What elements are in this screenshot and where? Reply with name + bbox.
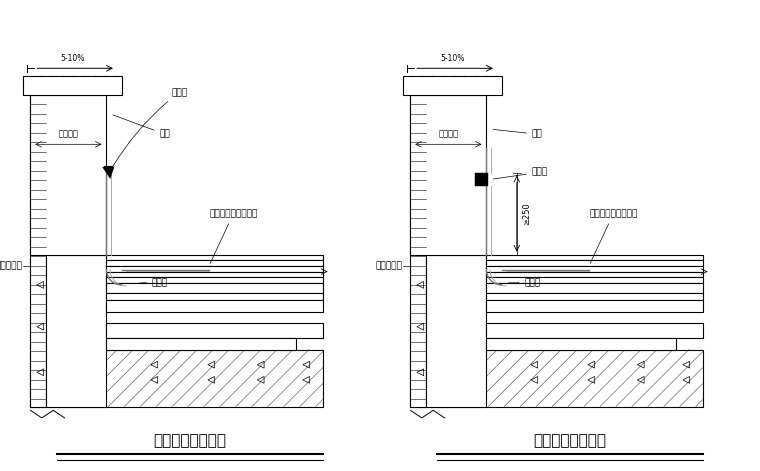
Text: 密封膏: 密封膏 [112,88,187,169]
Text: 屋面构造接工程设计: 屋面构造接工程设计 [209,210,258,263]
Text: 女儿墙厚: 女儿墙厚 [59,130,78,138]
Text: 屋面构造接工程设计: 屋面构造接工程设计 [589,210,638,263]
Text: 附加层: 附加层 [140,278,168,287]
Bar [410,95,486,254]
Bar [106,277,323,283]
Text: 5-10%: 5-10% [60,54,84,63]
Bar [30,95,46,406]
Bar [475,173,488,186]
Text: 女儿墙泛水（二）: 女儿墙泛水（二） [534,433,606,448]
Bar [106,323,323,338]
Text: 女儿墙泛水（一）: 女儿墙泛水（一） [154,433,226,448]
Bar [106,260,323,266]
Text: 女儿墙厚: 女儿墙厚 [439,130,458,138]
Bar [106,338,296,349]
Text: 外墙饰面砖: 外墙饰面砖 [0,261,23,270]
Bar [486,260,703,266]
Text: ≥250: ≥250 [523,202,531,225]
Text: 外墙饰面砖: 外墙饰面砖 [376,261,403,270]
Bar [486,277,703,283]
Bar [30,349,323,406]
Bar [106,254,323,260]
Bar [106,272,323,277]
Bar [30,95,106,254]
Bar [46,254,106,406]
Bar [410,95,426,406]
Bar [486,266,703,272]
Bar [410,349,703,406]
Bar [106,292,323,300]
Bar [426,254,486,406]
Bar [106,300,323,311]
Text: 附加层: 附加层 [508,278,540,287]
Bar [486,300,703,311]
Bar [403,76,502,95]
Bar [486,338,676,349]
Bar [486,292,703,300]
Bar [486,323,703,338]
Text: 鹰嘴: 鹰嘴 [112,115,170,138]
Bar [106,283,323,292]
Text: 密封膏: 密封膏 [493,168,548,179]
Text: 5-10%: 5-10% [440,54,464,63]
Text: 鹰嘴: 鹰嘴 [493,130,543,138]
Bar [486,283,703,292]
Bar [486,254,703,260]
Polygon shape [103,167,114,179]
Bar [23,76,122,95]
Bar [486,272,703,277]
Bar [106,266,323,272]
